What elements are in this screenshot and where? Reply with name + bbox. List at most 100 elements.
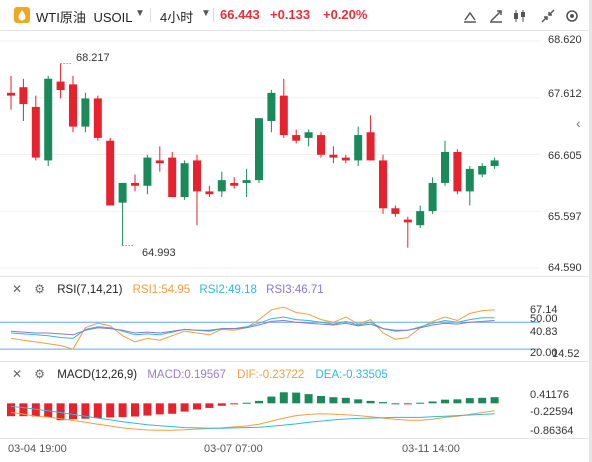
symbol-header: WTI原油 USOIL ▼ 4小时 ▼ 66.443 +0.133 +0.20% (0, 0, 592, 30)
macd-histogram-bar (403, 403, 412, 405)
chevron-left-icon[interactable]: ‹ (576, 115, 581, 131)
rsi3-value: RSI3:46.71 (266, 284, 324, 296)
rsi-line-3 (10, 319, 495, 336)
macd-histogram-bar (81, 403, 90, 419)
rsi-tick: 50.00 (530, 313, 558, 325)
candle-body (180, 163, 189, 198)
macd-histogram-bar (465, 398, 474, 404)
candle-type-icon[interactable] (512, 8, 528, 24)
time-tick: 03-04 19:00 (8, 443, 67, 455)
macd-histogram-bar (292, 392, 301, 404)
candle-body (453, 151, 462, 192)
candle-body (416, 211, 425, 226)
candle-body (379, 160, 387, 209)
macd-histogram-bar (304, 394, 313, 404)
candle-body (131, 182, 139, 186)
candle-body (242, 180, 251, 183)
macd-histogram-bar (255, 400, 263, 404)
macd-histogram-bar (168, 403, 177, 414)
macd-histogram-bar (428, 401, 437, 404)
divider (213, 8, 214, 22)
macd-histogram-bar (279, 392, 288, 404)
panel-divider (0, 361, 589, 362)
macd-histogram-bar (230, 403, 239, 405)
rsi-indicator-name[interactable]: RSI(7,14,21) (57, 284, 123, 296)
macd-histogram-bar (19, 403, 28, 417)
candle-body (329, 154, 338, 158)
symbol-title[interactable]: WTI原油 USOIL (36, 7, 132, 26)
candle-body (193, 160, 201, 192)
scrollbar-track[interactable] (589, 0, 592, 462)
close-icon[interactable]: ✕ (12, 367, 23, 381)
shrink-icon[interactable] (540, 8, 556, 24)
macd-histogram-bar (193, 403, 201, 410)
candle-body (279, 95, 288, 136)
price-change: +0.133 (270, 7, 311, 22)
macd-histogram-bar (391, 403, 400, 405)
fit-height-icon[interactable] (462, 8, 478, 24)
macd-histogram-bar (478, 397, 487, 404)
candle-body (292, 135, 301, 141)
candle-body (304, 132, 313, 138)
dea-line (10, 405, 495, 429)
macd-histogram-bar (366, 400, 375, 404)
macd-histogram-bar (217, 403, 226, 406)
macd-value: MACD:0.19567 (147, 369, 226, 381)
candle-body (168, 157, 177, 198)
candle-body (205, 191, 214, 195)
high-annotation: 68.217 (76, 52, 110, 64)
macd-histogram-bar (416, 402, 425, 404)
rsi-tick: 20.00 (530, 347, 558, 359)
macd-histogram-bar (379, 402, 387, 404)
macd-tick: -0.86364 (530, 425, 574, 437)
symbol-name: WTI原油 (36, 10, 86, 25)
candle-body (19, 87, 28, 105)
macd-histogram-bar (341, 397, 350, 404)
macd-histogram-bar (317, 395, 325, 404)
settings-icon[interactable] (564, 8, 580, 24)
candle-body (69, 84, 77, 127)
rsi-tick: 14.52 (552, 348, 580, 360)
macd-histogram-bar (31, 403, 40, 417)
gear-icon[interactable]: ⚙ (34, 367, 46, 381)
caret-down-icon[interactable]: ▼ (135, 8, 145, 19)
macd-indicator-name[interactable]: MACD(12,26,9) (57, 369, 138, 381)
rsi2-value: RSI2:49.18 (199, 284, 257, 296)
auto-scale-icon[interactable] (488, 8, 504, 24)
rsi-line-1 (10, 306, 495, 350)
candle-body (391, 208, 400, 214)
price-tick: 65.597 (548, 211, 582, 223)
candle-body (217, 180, 226, 192)
candle-body (478, 166, 487, 175)
usoil-logo-icon (14, 7, 30, 23)
macd-tick: -0.22594 (530, 406, 574, 418)
time-axis-divider (0, 438, 589, 439)
macd-histogram-bar (155, 403, 164, 415)
macd-histogram-bar (106, 403, 115, 418)
macd-histogram-bar (118, 403, 127, 418)
candle-body (106, 140, 115, 206)
candle-body (56, 81, 65, 91)
candle-body (7, 92, 15, 96)
caret-down-icon[interactable]: ▼ (201, 8, 211, 19)
rsi-tick: 67.14 (530, 304, 558, 316)
dea-value: DEA:-0.33505 (315, 369, 388, 381)
candle-body (155, 160, 164, 164)
macd-histogram-bar (490, 397, 499, 404)
candle-body (143, 157, 152, 186)
candle-body (44, 78, 53, 161)
time-tick: 03-11 14:00 (402, 443, 460, 455)
candle-body (490, 160, 499, 167)
close-icon[interactable]: ✕ (12, 282, 23, 296)
macd-tick: 0.41176 (530, 389, 569, 401)
macd-histogram-bar (93, 403, 102, 419)
timeframe-selector[interactable]: 4小时 (160, 10, 194, 25)
candle-body (428, 182, 437, 212)
candle-body (441, 151, 449, 183)
macd-header: ✕ ⚙ MACD(12,26,9) MACD:0.19567 DIF:-0.23… (12, 367, 388, 381)
candle-body (93, 98, 102, 138)
rsi-tick: 40.83 (530, 326, 558, 338)
gear-icon[interactable]: ⚙ (34, 282, 46, 296)
price-tick: 68.620 (548, 34, 582, 46)
